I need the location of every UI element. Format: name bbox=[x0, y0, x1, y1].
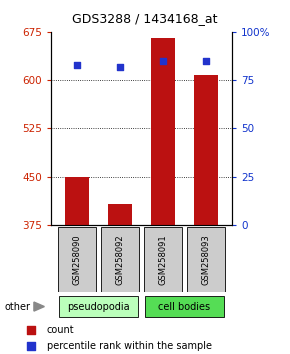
Point bbox=[117, 64, 122, 69]
Text: count: count bbox=[46, 325, 74, 335]
Bar bbox=[194, 75, 218, 354]
Bar bbox=[151, 38, 175, 354]
Point bbox=[74, 62, 79, 68]
Bar bbox=[59, 296, 138, 318]
Text: GDS3288 / 1434168_at: GDS3288 / 1434168_at bbox=[72, 12, 218, 25]
Text: GSM258092: GSM258092 bbox=[115, 234, 124, 285]
Text: pseudopodia: pseudopodia bbox=[67, 302, 130, 312]
Text: other: other bbox=[4, 302, 30, 312]
Bar bbox=[101, 227, 139, 292]
Bar bbox=[187, 227, 225, 292]
Text: GSM258091: GSM258091 bbox=[158, 234, 167, 285]
Point bbox=[161, 58, 165, 64]
Text: percentile rank within the sample: percentile rank within the sample bbox=[46, 341, 211, 350]
Bar bbox=[144, 227, 182, 292]
Text: GSM258093: GSM258093 bbox=[202, 234, 211, 285]
Text: GSM258090: GSM258090 bbox=[72, 234, 81, 285]
Bar bbox=[58, 227, 96, 292]
Point bbox=[204, 58, 209, 64]
Bar bbox=[108, 204, 132, 354]
Polygon shape bbox=[34, 302, 44, 311]
Point bbox=[28, 343, 33, 348]
Bar bbox=[65, 177, 88, 354]
Bar bbox=[145, 296, 224, 318]
Point bbox=[28, 327, 33, 332]
Text: cell bodies: cell bodies bbox=[158, 302, 211, 312]
